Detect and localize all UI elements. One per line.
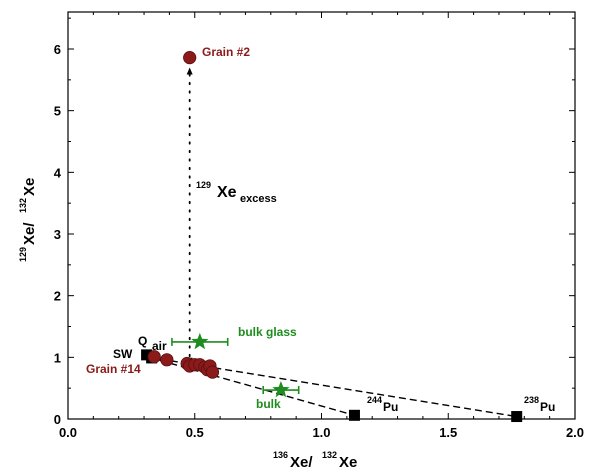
pu238-sup: 238 bbox=[524, 395, 539, 405]
pu244-label: 244 Pu bbox=[367, 390, 398, 414]
mixing-line bbox=[149, 356, 517, 418]
grain-point bbox=[160, 353, 174, 367]
y-tick-label: 2 bbox=[54, 289, 61, 304]
x-axis-title-sup: 136 bbox=[273, 450, 288, 460]
x-axis-title-main2: Xe bbox=[339, 454, 357, 471]
bulk-label: bulk bbox=[256, 397, 281, 411]
x-tick-label: 0.5 bbox=[186, 425, 204, 440]
y-tick-label: 3 bbox=[54, 227, 61, 242]
x-axis-title: 136 Xe/ 132 Xe bbox=[273, 445, 357, 471]
y-axis-title-main2: Xe bbox=[21, 178, 38, 196]
y-axis-title-sup: 129 bbox=[18, 247, 28, 262]
bulk-glass-label: bulk glass bbox=[238, 325, 297, 339]
grain-point bbox=[205, 365, 220, 379]
x-tick-label: 2.0 bbox=[566, 425, 584, 440]
grain-point bbox=[147, 350, 161, 364]
excess-arrowhead-top bbox=[186, 67, 193, 75]
sw-label: SW bbox=[113, 347, 133, 361]
x-tick-label: 1.5 bbox=[439, 425, 457, 440]
x-axis-title-main: Xe/ bbox=[290, 454, 313, 471]
x-axis-title-sup2: 132 bbox=[322, 450, 337, 460]
excess-label-main: Xe bbox=[217, 184, 237, 201]
reference-square-238-pu bbox=[511, 411, 523, 423]
pu238-label: 238 Pu bbox=[524, 390, 555, 414]
air-label: air bbox=[152, 339, 167, 353]
y-tick-label: 0 bbox=[54, 412, 61, 427]
pu244-main: Pu bbox=[383, 400, 398, 414]
reference-square-244-pu bbox=[348, 409, 360, 421]
grain-points bbox=[147, 51, 220, 379]
excess-label-sup: 129 bbox=[196, 180, 211, 190]
pu244-sup: 244 bbox=[367, 395, 382, 405]
bulk-star-point bbox=[272, 381, 290, 398]
x-tick-label: 0.0 bbox=[59, 425, 77, 440]
excess-arrow bbox=[186, 66, 193, 366]
bulk-points bbox=[171, 332, 300, 398]
excess-label-sub: excess bbox=[240, 193, 277, 205]
y-axis-title: 129 Xe/ 132 Xe bbox=[13, 178, 38, 262]
excess-label: 129 Xe excess bbox=[196, 175, 277, 205]
grain-point bbox=[183, 51, 197, 65]
pu238-main: Pu bbox=[540, 400, 555, 414]
axis-ticks: 0.0 0.5 1.0 1.5 2.0 0 1 2 3 4 5 6 bbox=[54, 12, 584, 440]
y-axis-title-sup2: 132 bbox=[18, 198, 28, 213]
y-tick-label: 5 bbox=[54, 104, 61, 119]
y-tick-label: 6 bbox=[54, 42, 61, 57]
bulk-star-point bbox=[191, 332, 209, 350]
grain-14-label: Grain #14 bbox=[86, 362, 141, 376]
mixing-line bbox=[148, 356, 355, 416]
y-axis-title-main: Xe/ bbox=[21, 222, 38, 245]
q-label: Q bbox=[138, 334, 147, 348]
x-tick-label: 1.0 bbox=[312, 425, 330, 440]
y-tick-label: 1 bbox=[54, 350, 61, 365]
grain-2-label: Grain #2 bbox=[202, 45, 250, 59]
y-tick-label: 4 bbox=[54, 165, 62, 180]
